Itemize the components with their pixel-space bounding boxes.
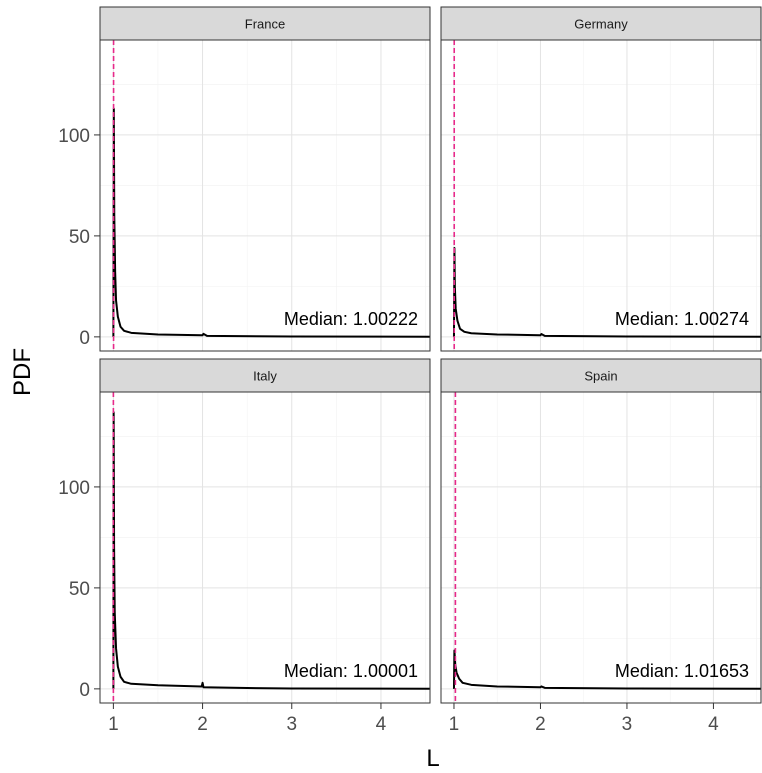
density-curve <box>112 107 431 338</box>
x-tick-label: 3 <box>622 714 633 735</box>
facet-strip <box>99 6 431 41</box>
facet-strip-label: Italy <box>253 369 277 384</box>
median-annotation: Median: 1.01653 <box>615 661 749 681</box>
panel-border <box>99 39 431 352</box>
facet-strip-label: Germany <box>574 17 628 32</box>
median-annotation: Median: 1.00001 <box>284 661 418 681</box>
x-tick-label: 4 <box>376 714 387 735</box>
x-tick-label: 1 <box>108 714 119 735</box>
y-tick-label: 50 <box>69 579 90 600</box>
x-tick-label: 2 <box>197 714 208 735</box>
x-tick-label: 3 <box>286 714 297 735</box>
panel-border <box>99 391 431 704</box>
facet-strip-label: France <box>245 17 285 32</box>
panel-france: France Median: 1.00222 0 50 100 <box>58 6 431 352</box>
y-tick-label: 0 <box>79 680 90 701</box>
median-annotation: Median: 1.00274 <box>615 309 749 329</box>
x-tick-label: 1 <box>449 714 460 735</box>
facet-strip <box>440 358 762 393</box>
facet-strip-label: Spain <box>584 369 617 384</box>
density-curve <box>112 411 431 690</box>
y-tick-label: 0 <box>79 328 90 349</box>
facet-strip <box>99 358 431 393</box>
panel-background <box>441 392 761 703</box>
y-tick-label: 100 <box>58 478 90 499</box>
panel-italy: Italy Median: 1.00001 0 50 100 1 2 3 4 <box>58 358 431 735</box>
x-axis-title: L <box>426 745 439 772</box>
panel-border <box>440 391 762 704</box>
panel-background <box>100 392 430 703</box>
y-axis-title: PDF <box>9 348 36 396</box>
median-annotation: Median: 1.00222 <box>284 309 418 329</box>
panel-background <box>100 40 430 351</box>
panel-spain: Spain Median: 1.01653 1 2 3 4 <box>440 358 762 735</box>
x-tick-label: 4 <box>708 714 719 735</box>
panel-background <box>441 40 761 351</box>
y-tick-label: 50 <box>69 227 90 248</box>
y-tick-label: 100 <box>58 126 90 147</box>
x-tick-label: 2 <box>535 714 546 735</box>
panel-border <box>440 39 762 352</box>
panel-germany: Germany Median: 1.00274 <box>440 6 762 352</box>
facet-strip <box>440 6 762 41</box>
